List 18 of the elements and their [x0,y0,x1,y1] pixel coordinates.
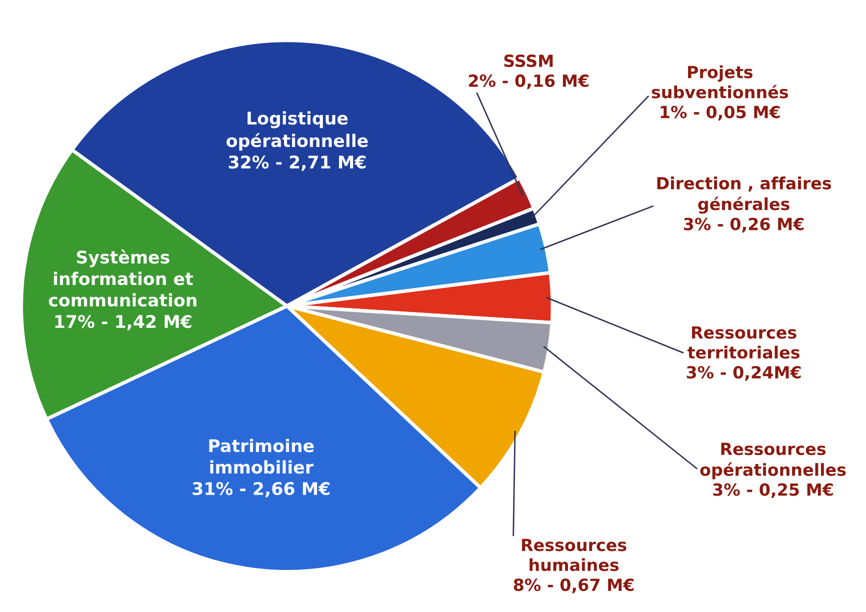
data-label: 3% - 0,24M€ [686,366,801,381]
slice-label: Patrimoine immobilier [209,438,314,474]
data-label: 2% - 0,16 M€ [468,74,588,90]
data-label: 3% - 0,25 M€ [713,483,833,498]
slice-label: Direction , affaires générales [657,176,832,214]
slice-label: Logistique opérationnelle [226,111,368,151]
data-label: 3% - 0,26 M€ [684,218,804,232]
slice-label: Ressources humaines [522,538,626,572]
data-label: 31% - 2,66 M€ [192,482,330,498]
slice-label: Systèmes information et communication [48,250,196,307]
slice-label: SSSM [504,54,553,68]
data-label: 17% - 1,42 M€ [55,314,192,330]
slice-label: Projets subventionnés [652,65,788,98]
data-label: 8% - 0,67 M€ [514,578,634,594]
slice-label: Ressources opérationnelles [700,442,846,480]
data-label: 32% - 2,71 M€ [228,155,366,171]
slice-label: Ressources territoriales [688,326,800,359]
data-label: 1% - 0,05 M€ [660,106,780,120]
